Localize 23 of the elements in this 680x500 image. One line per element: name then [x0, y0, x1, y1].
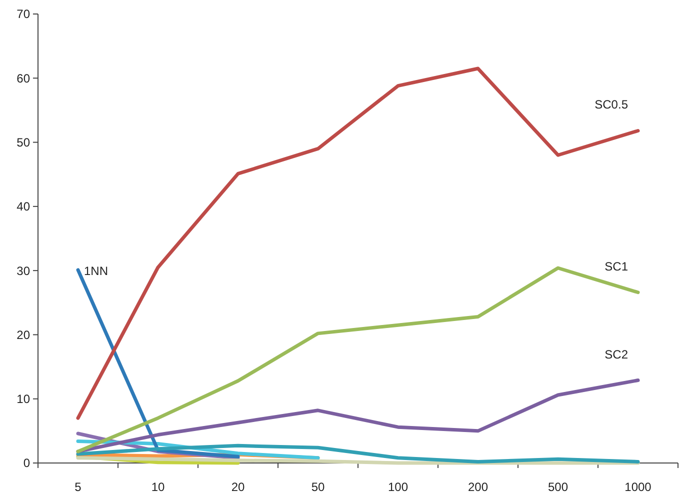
y-tick-label: 70: [16, 7, 30, 22]
x-tick-label: 200: [468, 480, 488, 494]
x-tick-label: 1000: [624, 480, 652, 494]
series-label: SC2: [604, 347, 628, 362]
y-tick-label: 50: [16, 135, 30, 150]
line-series: [76, 66, 640, 420]
x-tick-label: 100: [388, 480, 408, 494]
x-tick-label: 500: [548, 480, 568, 494]
series-label: SC0.5: [594, 98, 628, 112]
line-series: [76, 378, 640, 454]
x-tick-label: 5: [74, 480, 82, 494]
y-tick-label: 0: [23, 456, 30, 470]
series-label: SC1: [604, 259, 628, 274]
line-series: [76, 444, 640, 464]
y-tick-label: 40: [16, 200, 30, 214]
x-tick-label: 20: [231, 480, 245, 494]
y-tick-label: 20: [16, 328, 30, 342]
y-tick-label: 10: [16, 392, 30, 406]
x-tick-label: 50: [311, 480, 325, 494]
y-tick-label: 60: [16, 71, 30, 86]
x-tick-label: 10: [151, 480, 165, 494]
y-tick-label: 30: [16, 264, 30, 278]
series-label: 1NN: [84, 264, 108, 278]
